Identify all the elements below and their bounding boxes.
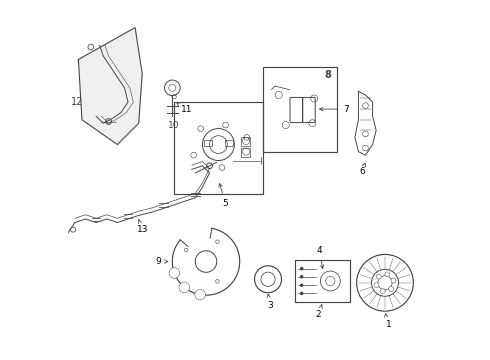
Circle shape	[389, 287, 393, 292]
Circle shape	[380, 289, 385, 294]
Text: 10: 10	[169, 121, 180, 130]
Text: 7: 7	[319, 105, 349, 114]
Text: 2: 2	[316, 305, 322, 319]
Bar	[225, 140, 233, 146]
Text: 4: 4	[317, 246, 324, 269]
Circle shape	[376, 274, 381, 279]
Text: 8: 8	[325, 71, 332, 80]
Text: 6: 6	[359, 163, 366, 176]
Text: 13: 13	[136, 220, 148, 234]
Circle shape	[169, 268, 180, 278]
Text: 5: 5	[219, 184, 228, 207]
Circle shape	[195, 289, 205, 300]
Circle shape	[385, 272, 390, 277]
Bar	[294, 260, 349, 302]
Text: 9: 9	[155, 257, 168, 266]
Text: 11: 11	[177, 103, 192, 114]
Bar	[203, 140, 212, 146]
Text: 12: 12	[72, 97, 84, 107]
Bar	[174, 102, 263, 194]
Circle shape	[391, 278, 396, 283]
Circle shape	[300, 267, 303, 270]
Bar	[242, 138, 250, 146]
Text: 1: 1	[385, 314, 392, 329]
Text: 3: 3	[267, 294, 273, 310]
Circle shape	[300, 275, 303, 279]
Circle shape	[374, 283, 379, 288]
Circle shape	[300, 283, 303, 287]
Bar	[242, 148, 250, 157]
Circle shape	[300, 292, 303, 295]
Bar	[263, 67, 337, 152]
Circle shape	[179, 282, 190, 293]
Polygon shape	[78, 28, 142, 145]
